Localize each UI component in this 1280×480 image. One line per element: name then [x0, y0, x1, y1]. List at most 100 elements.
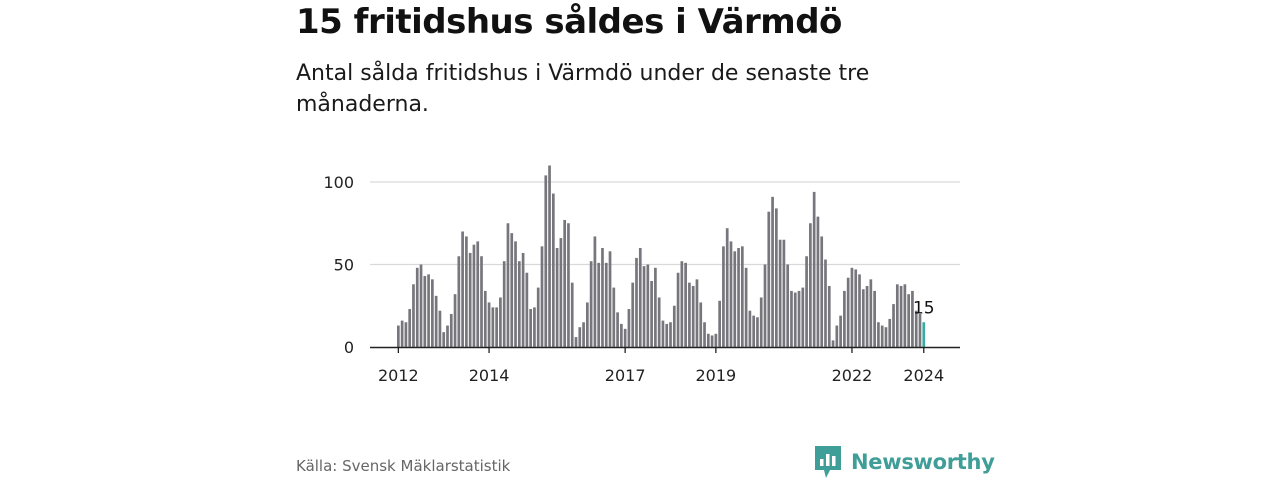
x-tick-label: 2014 — [469, 366, 510, 385]
bar — [510, 233, 514, 347]
bar — [918, 314, 922, 347]
bar — [502, 261, 506, 347]
bar — [495, 307, 498, 347]
bar — [676, 272, 680, 347]
bar — [790, 290, 793, 347]
bar — [861, 289, 865, 347]
bar — [786, 264, 790, 347]
bar — [525, 272, 529, 347]
x-tick-label: 2019 — [696, 366, 737, 385]
bar — [816, 216, 820, 347]
bar — [521, 252, 525, 347]
bar — [472, 244, 476, 347]
bar — [544, 175, 548, 347]
bar — [733, 251, 737, 347]
bar — [431, 279, 434, 347]
bar — [597, 262, 601, 347]
bar — [631, 282, 635, 347]
bar — [827, 285, 831, 347]
bar — [491, 307, 495, 347]
brand-name: Newsworthy — [851, 450, 995, 474]
bar — [457, 256, 461, 347]
bar — [620, 323, 623, 347]
bar — [691, 285, 695, 347]
bar — [706, 333, 710, 347]
bar — [907, 294, 910, 347]
bar — [468, 252, 472, 347]
bar — [551, 193, 555, 347]
bar — [854, 269, 858, 347]
bar — [548, 165, 551, 347]
bar — [646, 264, 650, 347]
bar — [680, 261, 684, 347]
bar — [589, 261, 593, 347]
bar — [771, 196, 774, 347]
y-tick-label: 100 — [323, 173, 354, 192]
bar — [559, 238, 563, 347]
bar — [567, 223, 570, 347]
bar — [801, 287, 805, 347]
bar — [533, 307, 536, 347]
bar — [722, 246, 725, 347]
bar — [616, 312, 619, 347]
bar — [914, 310, 918, 347]
bar — [752, 315, 756, 347]
bar — [623, 328, 627, 347]
bar — [480, 256, 483, 347]
bar — [903, 284, 907, 347]
bar — [797, 290, 801, 347]
bar — [582, 322, 585, 347]
bar — [427, 274, 430, 347]
bar — [419, 264, 423, 347]
bar — [593, 236, 597, 347]
bar — [782, 239, 786, 347]
x-tick-label: 2017 — [605, 366, 646, 385]
bar — [812, 191, 816, 347]
bar — [809, 223, 812, 347]
bar — [740, 246, 744, 347]
bar — [400, 320, 404, 347]
bar — [578, 327, 582, 347]
bar — [748, 310, 752, 347]
bar — [839, 315, 842, 347]
bar — [703, 322, 706, 347]
bar — [865, 285, 869, 347]
bar — [850, 267, 854, 347]
bar — [888, 318, 892, 347]
bar — [744, 267, 748, 347]
bar — [892, 304, 895, 347]
bar — [601, 248, 604, 347]
bar — [805, 256, 808, 347]
bar — [415, 267, 419, 347]
bar — [831, 340, 835, 347]
bar — [824, 259, 827, 347]
newsworthy-chart-logo-icon — [815, 446, 841, 478]
bar — [529, 309, 532, 347]
bar — [895, 284, 899, 347]
bar — [820, 236, 824, 347]
bar — [499, 297, 502, 347]
bar — [404, 322, 408, 347]
bar — [669, 322, 672, 347]
bar — [714, 333, 718, 347]
bar — [880, 325, 884, 347]
bar — [684, 262, 687, 347]
bar — [793, 292, 797, 347]
bar — [767, 211, 771, 347]
bar — [635, 257, 638, 347]
bar — [759, 297, 763, 347]
bar — [536, 287, 540, 347]
chart-subtitle: Antal sålda fritidshus i Värmdö under de… — [296, 61, 870, 117]
bar-highlight — [922, 322, 926, 347]
bar — [884, 327, 888, 347]
brand-logo[interactable]: Newsworthy — [814, 445, 995, 479]
bar — [627, 309, 631, 347]
bar — [665, 323, 669, 347]
bar — [661, 320, 665, 347]
bar — [835, 325, 839, 347]
bar — [434, 295, 438, 347]
bar — [843, 290, 846, 347]
bar — [483, 290, 487, 347]
bar — [540, 246, 544, 347]
bar — [699, 302, 703, 347]
